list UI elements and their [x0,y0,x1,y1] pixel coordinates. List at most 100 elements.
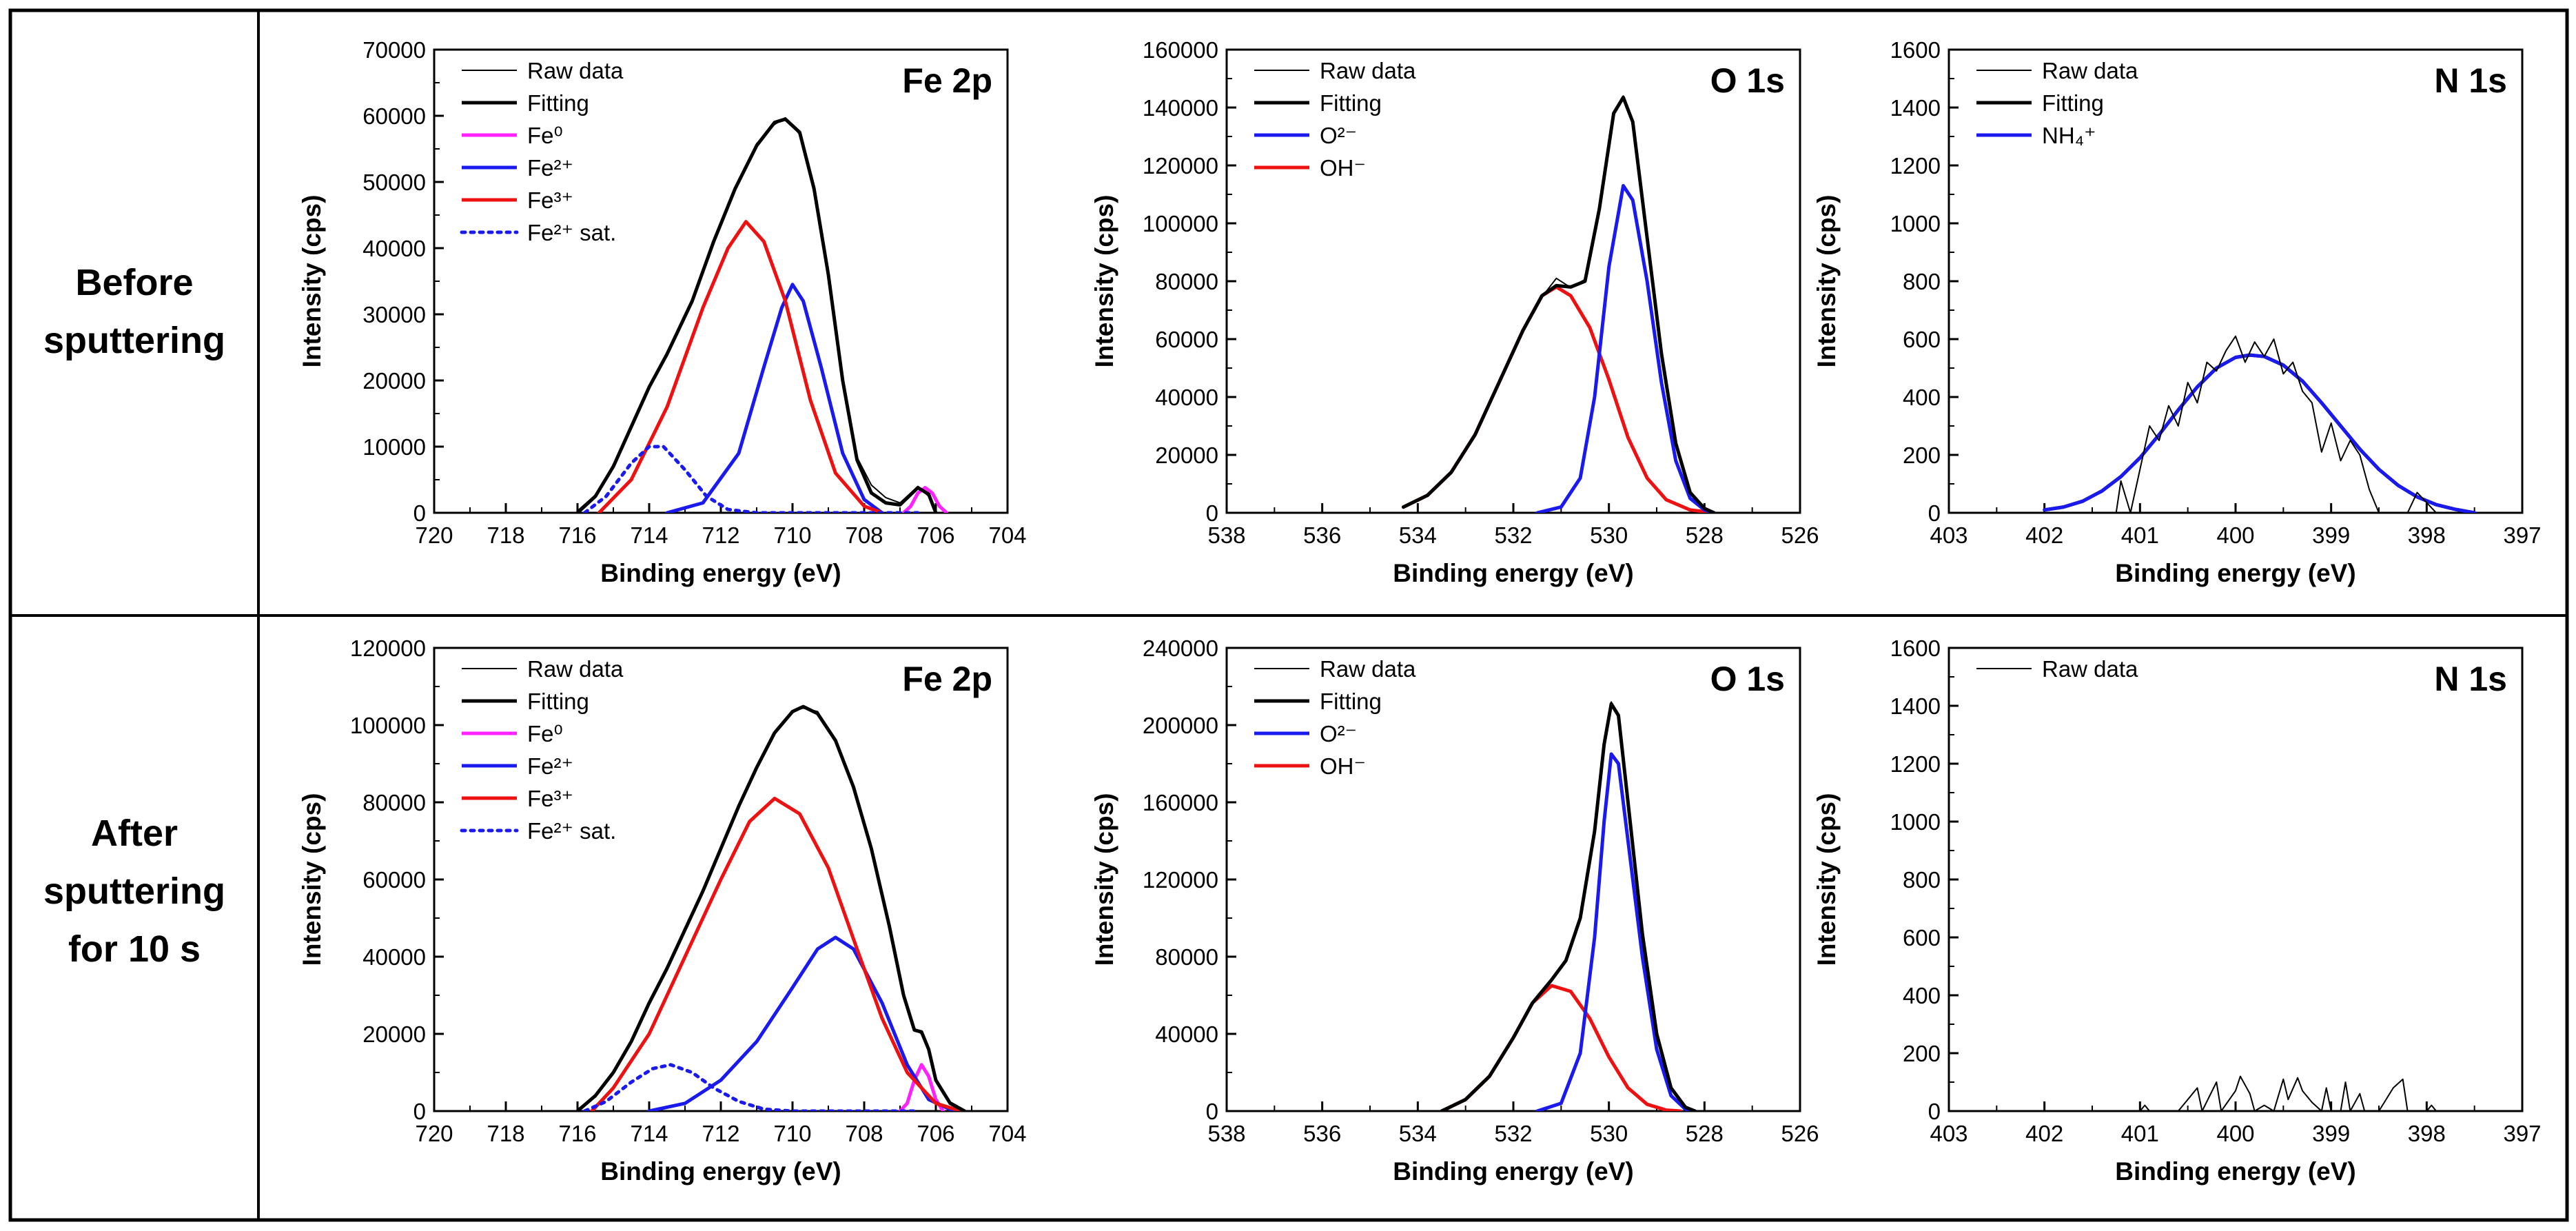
y-tick-label: 0 [413,1099,426,1124]
x-tick-label: 706 [917,522,954,548]
series-group [2043,335,2477,513]
chart-panel-1: 538 536 534 532 530 528 526 0 20000 40000 60000 800… [1090,37,1819,587]
y-tick-label: 60000 [362,867,426,893]
x-tick-label: 403 [1930,1121,1967,1146]
series-line-fe2-sat- [582,1063,920,1111]
legend-entry: Fitting [462,90,589,116]
x-tick-label: 530 [1590,1121,1628,1146]
legend-entry: Raw data [462,656,624,682]
x-tick-label: 536 [1303,522,1341,548]
x-tick-label: 398 [2408,522,2446,548]
series-line-fe2- [665,283,884,513]
y-tick-label: 70000 [362,37,426,63]
x-tick-label: 526 [1781,522,1819,548]
legend-label: Raw data [1320,58,1416,83]
x-tick-label: 704 [988,1121,1026,1146]
x-tick-label: 397 [2503,522,2541,548]
x-axis-label: Binding energy (eV) [1393,559,1633,587]
legend-label: Raw data [527,656,624,682]
chart-title: Fe 2p [902,61,992,100]
chart-panel-5: 403 402 401 400 399 398 397 0 200 400 600 800 1000 12… [1812,635,2542,1186]
legend-entry: Fitting [1976,90,2104,116]
x-tick-label: 708 [845,522,883,548]
plot-frame [1225,48,1801,514]
legend-entry: Raw data [462,58,624,83]
series-line-raw-data [2139,1075,2437,1111]
y-tick-label: 30000 [362,302,426,327]
plot-frame [1948,647,2524,1112]
x-tick-label: 720 [415,1121,453,1146]
x-tick-label: 712 [702,1121,739,1146]
y-tick-label: 80000 [1155,269,1218,294]
x-tick-label: 532 [1494,1121,1532,1146]
series-line-fe0 [898,1063,945,1111]
y-tick-label: 1400 [1890,95,1941,121]
y-tick-label: 20000 [1155,442,1218,468]
y-axis-label: Intensity (cps) [1812,793,1841,966]
x-tick-label: 710 [773,1121,811,1146]
series-line-o2- [1535,183,1716,513]
series-group [575,704,967,1111]
y-tick-label: 400 [1903,983,1941,1008]
y-tick-label: 160000 [1143,790,1218,815]
series-group [1402,95,1716,513]
x-axis-label: Binding energy (eV) [2115,1157,2355,1186]
legend-label: Fe²⁺ [527,155,573,181]
legend-entry: Fe²⁺ sat. [460,220,616,245]
series-line-fitting [1402,95,1716,513]
x-tick-label: 718 [487,522,524,548]
y-tick-label: 200 [1903,442,1941,468]
legend-entry: Fitting [1254,90,1382,116]
legend-label: Fe³⁺ [527,187,573,213]
row-label-after-line-1: After [91,813,178,854]
series-line-fe3- [597,220,884,513]
legend-entry: Fe²⁺ [462,155,573,181]
y-tick-label: 60000 [1155,327,1218,352]
x-tick-label: 402 [2025,1121,2063,1146]
legend-label: Raw data [2042,58,2138,83]
legend-entry: Raw data [1976,656,2138,682]
x-tick-label: 716 [558,1121,596,1146]
x-tick-label: 528 [1686,522,1724,548]
y-tick-label: 0 [1928,1099,1941,1124]
x-tick-label: 401 [2121,1121,2159,1146]
x-tick-label: 714 [630,1121,668,1146]
series-line-fe2-sat- [582,445,920,513]
y-tick-label: 40000 [1155,1021,1218,1047]
x-tick-label: 399 [2312,1121,2350,1146]
x-tick-label: 400 [2216,522,2254,548]
row-label-after: After sputtering for 10 s [43,813,225,970]
y-tick-label: 240000 [1143,635,1218,661]
y-tick-label: 1000 [1890,211,1941,236]
chart-title: N 1s [2434,61,2507,100]
y-tick-label: 600 [1903,327,1941,352]
legend-label: O²⁻ [1320,721,1357,746]
series-line-fitting [575,704,967,1111]
legend-label: Fe⁰ [527,721,563,746]
x-tick-label: 528 [1686,1121,1724,1146]
y-axis-label: Intensity (cps) [1090,793,1118,966]
legend-label: OH⁻ [1320,753,1366,779]
legend-label: Fitting [2042,90,2104,116]
series-line-raw-data [577,707,965,1111]
x-tick-label: 534 [1399,522,1437,548]
x-tick-label: 704 [988,522,1026,548]
legend-label: Fe⁰ [527,123,563,148]
x-tick-label: 536 [1303,1121,1341,1146]
legend-label: Fe²⁺ [527,753,573,779]
y-tick-label: 200000 [1143,713,1218,738]
y-tick-label: 1600 [1890,635,1941,661]
chart-title: Fe 2p [902,660,992,698]
legend-entry: Fe²⁺ [462,753,573,779]
y-tick-label: 100000 [1143,211,1218,236]
y-tick-label: 0 [1928,500,1941,526]
plot-frame [1948,48,2524,514]
legend-entry: NH₄⁺ [1976,123,2096,148]
y-tick-label: 1600 [1890,37,1941,63]
legend-entry: Fe³⁺ [462,187,573,213]
x-tick-label: 716 [558,522,596,548]
x-axis-label: Binding energy (eV) [2115,559,2355,587]
y-tick-label: 1200 [1890,751,1941,777]
series-group [2139,1075,2437,1111]
y-tick-label: 60000 [362,103,426,129]
